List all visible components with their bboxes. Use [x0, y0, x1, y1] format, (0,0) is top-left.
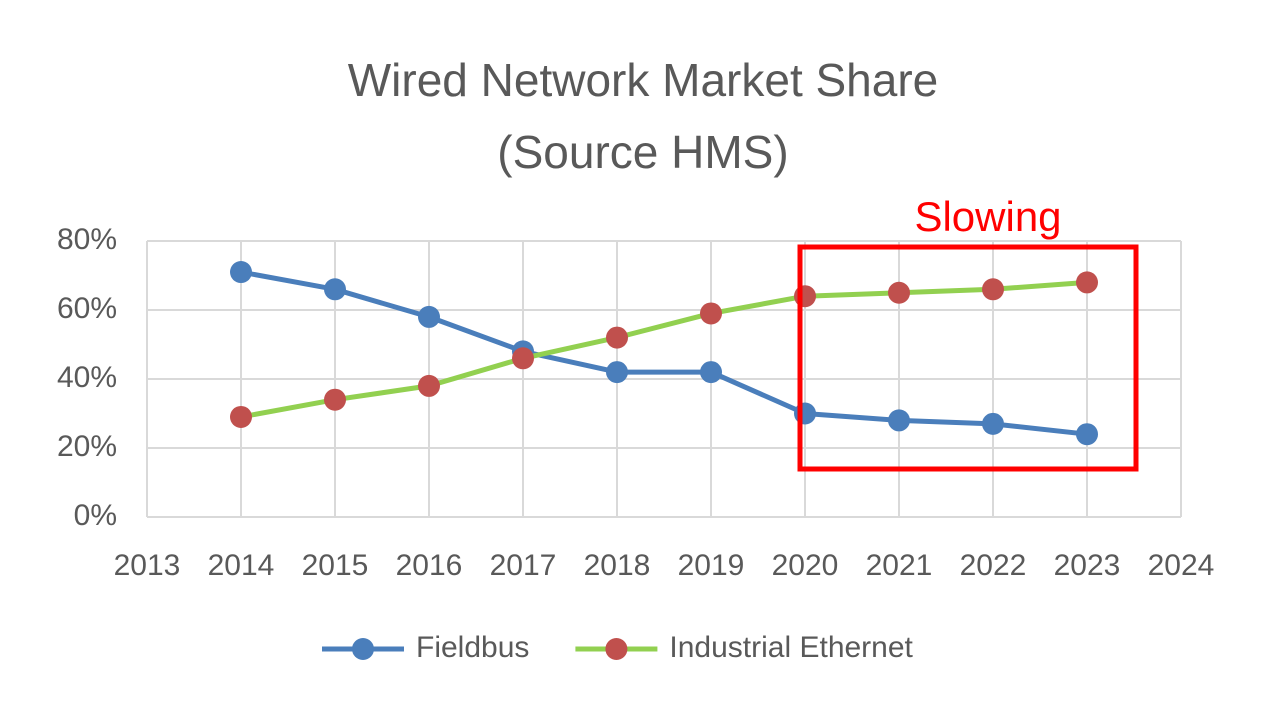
- legend-label: Fieldbus: [416, 631, 529, 664]
- x-tick-label: 2020: [772, 549, 839, 582]
- x-tick-label: 2016: [396, 549, 463, 582]
- data-point: [230, 261, 252, 284]
- data-point: [888, 281, 910, 304]
- x-tick-label: 2019: [678, 549, 745, 582]
- data-point: [700, 302, 722, 325]
- data-point: [230, 405, 252, 428]
- data-point: [1076, 271, 1098, 294]
- data-point: [418, 305, 440, 328]
- series-line: [240, 279, 1088, 420]
- x-tick-label: 2013: [114, 549, 181, 582]
- x-tick-label: 2014: [208, 549, 275, 582]
- x-tick-label: 2017: [490, 549, 557, 582]
- data-point: [512, 347, 534, 370]
- data-point: [982, 278, 1004, 301]
- data-point: [606, 361, 628, 384]
- highlight-box: [797, 244, 1139, 472]
- legend-label: Industrial Ethernet: [669, 631, 913, 664]
- x-tick-label: 2018: [584, 549, 651, 582]
- plot-area: 0% 20% 40% 60% 80% 2013 2014 2015 2016 2017 2018 20…: [57, 223, 1214, 582]
- data-point: [606, 326, 628, 349]
- data-point: [794, 402, 816, 425]
- data-point: [794, 285, 816, 308]
- y-tick-label: 40%: [57, 361, 117, 394]
- data-point: [700, 361, 722, 384]
- data-point: [982, 412, 1004, 435]
- x-tick-label: 2024: [1148, 549, 1215, 582]
- y-tick-label: 80%: [57, 223, 117, 256]
- x-tick-label: 2022: [960, 549, 1027, 582]
- x-tick-label: 2023: [1054, 549, 1121, 582]
- data-point: [418, 374, 440, 397]
- y-tick-label: 20%: [57, 430, 117, 463]
- data-point: [324, 278, 346, 301]
- data-point: [1076, 423, 1098, 446]
- chart-title: (Source HMS): [497, 126, 788, 178]
- data-point: [888, 409, 910, 432]
- series-line: [240, 269, 1088, 437]
- y-tick-label: 0%: [74, 499, 117, 532]
- annotation: Slowing: [914, 193, 1061, 240]
- x-tick-label: 2015: [302, 549, 369, 582]
- data-point: [324, 388, 346, 411]
- x-tick-label: 2021: [866, 549, 933, 582]
- y-tick-label: 60%: [57, 292, 117, 325]
- legend: Fieldbus Industrial Ethernet: [322, 631, 914, 664]
- legend-marker: [605, 638, 628, 660]
- legend-marker: [352, 638, 374, 660]
- chart-title: Wired Network Market Share: [348, 54, 939, 106]
